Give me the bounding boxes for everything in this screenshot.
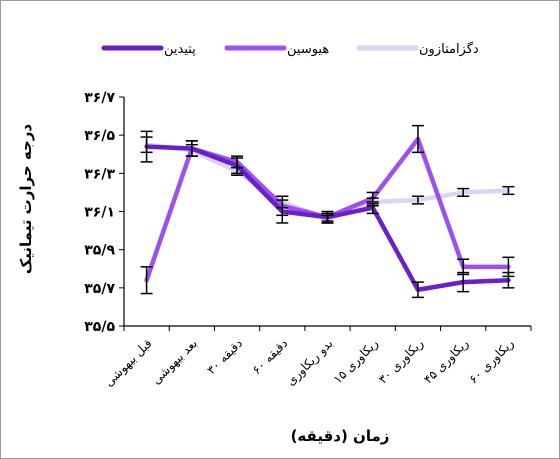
x-tick-label: دقیقه ۳۰ [204, 336, 245, 377]
x-tick-label: ۱۵ ریکاوری [331, 336, 382, 387]
y-axis-title: درجه حرارت تیمانیک [17, 124, 35, 275]
legend-item-2: هیوسین [224, 42, 329, 57]
y-tick-label: ۳۵/۵ [84, 319, 115, 335]
error-bars-1 [140, 130, 515, 299]
y-tick-label: ۳۵/۷ [84, 281, 115, 297]
legend-label: هیوسین [287, 42, 329, 57]
axes: ۳۵/۵ ۳۵/۷ ۳۵/۹ ۳۶/۱ ۳۶/۳ ۳۶/۵ ۳۶/۷ قبل بیهوشیبع… [84, 90, 532, 390]
legend-label: پتیدین [164, 42, 196, 57]
y-tick-label: ۳۶/۱ [84, 205, 115, 221]
legend-item-1: پتیدین [101, 42, 196, 57]
x-axis-title: زمان (دقیقه) [291, 427, 390, 445]
legend-label: دگزامتازون [419, 41, 479, 57]
legend: پتیدین هیوسین دگزامتازون [101, 41, 479, 57]
y-tick-label: ۳۶/۳ [84, 166, 115, 182]
x-tick-label: دقیقه ۶۰ [249, 336, 290, 377]
x-tick-label: ۶۰ ریکاوری [466, 336, 517, 387]
y-tick-label: ۳۶/۵ [84, 128, 115, 144]
series-line [144, 142, 511, 222]
series-layer [140, 124, 515, 299]
legend-item-3: دگزامتازون [356, 41, 479, 57]
x-tick-label: بعد بیهوشی [149, 336, 201, 388]
x-tick-label: بدو ریکاوری [284, 336, 337, 389]
series-2 [144, 136, 511, 283]
x-tick-label: ۴۵ ریکاوری [421, 336, 472, 387]
x-tick-label: ۳۰ ریکاوری [376, 336, 427, 387]
y-tick-label: ۳۶/۷ [84, 90, 115, 106]
y-tick-label: ۳۵/۹ [84, 243, 115, 259]
x-tick-label: قبل بیهوشی [102, 336, 156, 390]
series-3 [144, 142, 511, 222]
series-line [144, 136, 511, 283]
